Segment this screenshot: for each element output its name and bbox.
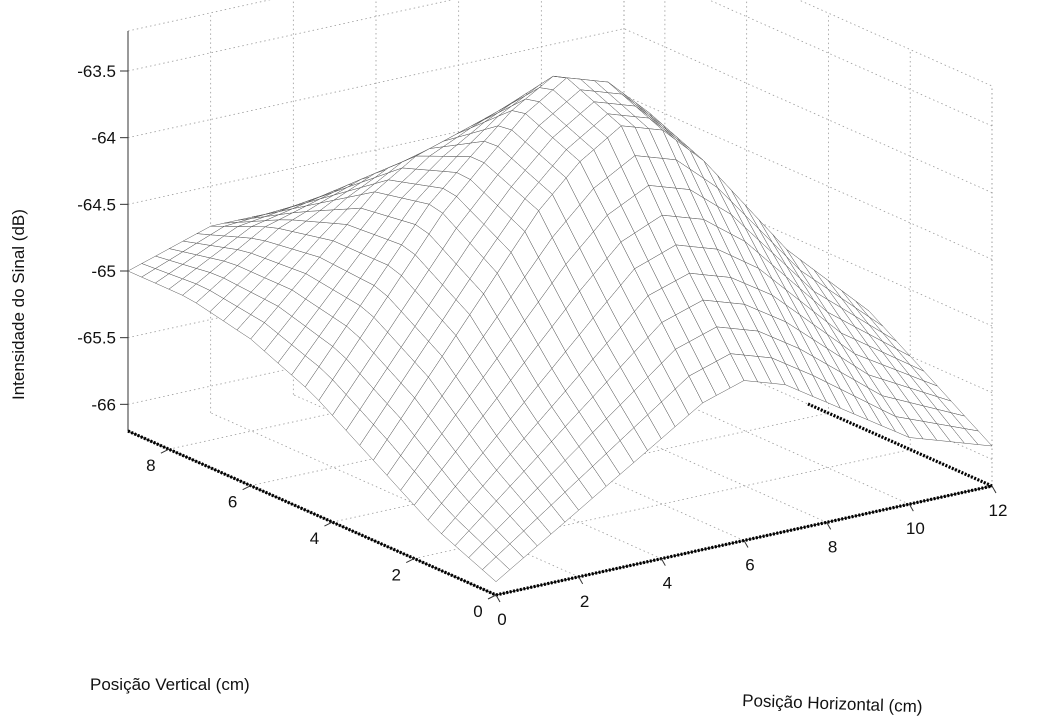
x-tick-label: 0 [497,610,506,629]
x-tick-label: 2 [580,592,589,611]
y-tick-mark [242,485,251,491]
surface-cell [963,428,993,447]
z-tick-label: -65 [91,262,116,281]
domain-outline-edge [127,429,497,597]
y-tick-mark [160,448,170,454]
y-tick-label: 6 [228,493,237,512]
y-tick-label: 8 [146,456,155,475]
x-tick-mark [578,576,584,585]
grid-line [332,412,829,523]
z-tick-label: -63.5 [77,62,116,81]
x-tick-mark [495,594,501,603]
grid-line [414,449,911,559]
x-tick-label: 10 [906,519,925,538]
x-tick-label: 8 [828,537,837,556]
z-axis-title: Intensidade do Sinal (dB) [9,209,28,400]
y-tick-mark [324,521,333,527]
z-tick-label: -64.5 [77,195,116,214]
y-tick-label: 2 [391,566,400,585]
tick-labels: 0 2 4 6 8 10 12 0 2 4 6 8 -66 -65.5 -65 -64.5 -64 -63.5 [77,62,1007,629]
x-tick-mark [826,522,832,530]
y-tick-mark [405,558,415,564]
x-axis-title: Posição Horizontal (cm) [742,691,923,716]
surface-mesh [127,75,993,583]
x-tick-mark [991,485,997,494]
y-tick-label: 0 [473,602,482,621]
grid-line [708,0,993,127]
grid-line [127,28,625,139]
x-tick-label: 4 [663,574,672,593]
z-tick-label: -66 [91,395,116,414]
x-tick-mark [743,540,749,548]
y-tick-mark [487,594,497,600]
box-edge [798,0,993,87]
y-tick-label: 4 [310,529,319,548]
x-tick-label: 6 [745,556,754,575]
z-tick-label: -65.5 [77,329,116,348]
y-axis-title: Posição Vertical (cm) [90,675,250,694]
x-tick-mark [908,503,914,512]
x-tick-label: 12 [989,501,1008,520]
x-tick-mark [660,558,666,566]
z-tick-label: -64 [91,129,116,148]
